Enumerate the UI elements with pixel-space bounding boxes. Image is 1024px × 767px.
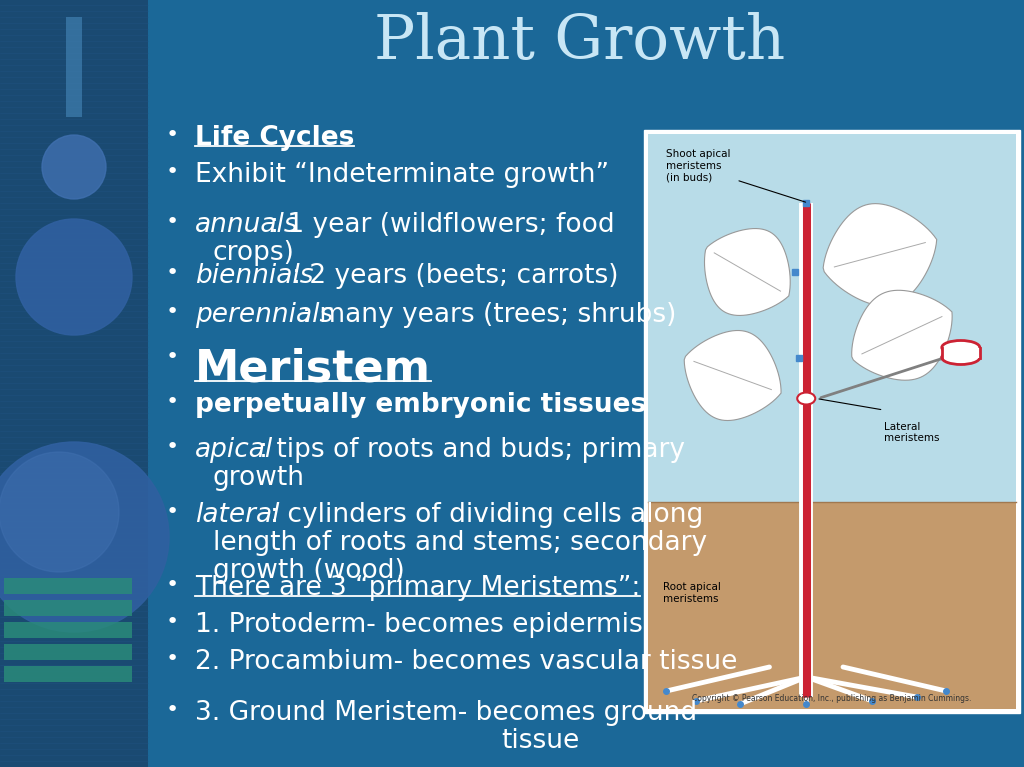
Circle shape [16, 219, 132, 335]
Bar [644, 130, 1020, 713]
Text: •: • [165, 575, 178, 595]
Text: Copyright © Pearson Education, Inc., publishing as Benjamin Cummings.: Copyright © Pearson Education, Inc., pub… [692, 694, 972, 703]
Circle shape [0, 442, 169, 632]
Bar [942, 347, 980, 357]
Text: 3. Ground Meristem- becomes ground: 3. Ground Meristem- becomes ground [195, 700, 697, 726]
Text: •: • [165, 437, 178, 457]
Bar [4, 622, 132, 638]
Text: Life Cycles: Life Cycles [195, 125, 354, 151]
Text: perpetually embryonic tissues: perpetually embryonic tissues [195, 392, 646, 418]
Text: : 1 year (wildflowers; food: : 1 year (wildflowers; food [270, 212, 614, 238]
Text: •: • [165, 649, 178, 669]
Text: •: • [165, 162, 178, 182]
Text: Shoot apical
meristems
(in buds): Shoot apical meristems (in buds) [667, 149, 731, 183]
Polygon shape [705, 229, 791, 315]
Bar [4, 600, 132, 616]
Text: tissue: tissue [502, 728, 580, 754]
Text: apical: apical [195, 437, 273, 463]
Ellipse shape [942, 341, 980, 354]
Text: •: • [165, 700, 178, 720]
Text: length of roots and stems; secondary: length of roots and stems; secondary [213, 530, 708, 556]
Text: Exhibit “Indeterminate growth”: Exhibit “Indeterminate growth” [195, 162, 609, 188]
Bar [66, 17, 82, 117]
Text: Root apical
meristems: Root apical meristems [663, 582, 721, 604]
Bar [0, 0, 148, 767]
Text: •: • [165, 502, 178, 522]
Text: •: • [165, 263, 178, 283]
Text: perennials: perennials [195, 302, 333, 328]
Text: : 2 years (beets; carrots): : 2 years (beets; carrots) [292, 263, 618, 289]
Text: growth: growth [213, 465, 305, 491]
Text: •: • [165, 302, 178, 322]
Text: annuals: annuals [195, 212, 299, 238]
Text: : cylinders of dividing cells along: : cylinders of dividing cells along [270, 502, 703, 528]
Text: Meristem: Meristem [195, 347, 431, 390]
Ellipse shape [798, 393, 815, 404]
Ellipse shape [942, 351, 980, 364]
Text: : many years (trees; shrubs): : many years (trees; shrubs) [302, 302, 677, 328]
Text: There are 3 “primary Meristems”:: There are 3 “primary Meristems”: [195, 575, 640, 601]
Text: •: • [165, 212, 178, 232]
Text: crops): crops) [213, 240, 295, 266]
Polygon shape [852, 290, 952, 380]
Bar [648, 502, 1016, 709]
Text: lateral: lateral [195, 502, 280, 528]
Text: 1. Protoderm- becomes epidermis: 1. Protoderm- becomes epidermis [195, 612, 643, 638]
Text: biennials: biennials [195, 263, 313, 289]
Text: Lateral
meristems: Lateral meristems [884, 422, 939, 443]
Circle shape [42, 135, 106, 199]
Text: growth (wood): growth (wood) [213, 558, 404, 584]
Bar [4, 666, 132, 682]
Circle shape [0, 452, 119, 572]
Text: •: • [165, 612, 178, 632]
Text: •: • [165, 392, 178, 412]
Text: •: • [165, 125, 178, 145]
Text: •: • [165, 347, 178, 367]
Bar [4, 644, 132, 660]
Polygon shape [684, 331, 781, 420]
Text: : tips of roots and buds; primary: : tips of roots and buds; primary [259, 437, 685, 463]
Text: Plant Growth: Plant Growth [375, 12, 785, 72]
Text: 2. Procambium- becomes vascular tissue: 2. Procambium- becomes vascular tissue [195, 649, 737, 675]
Bar [648, 134, 1016, 502]
Polygon shape [823, 203, 937, 306]
Bar [4, 578, 132, 594]
